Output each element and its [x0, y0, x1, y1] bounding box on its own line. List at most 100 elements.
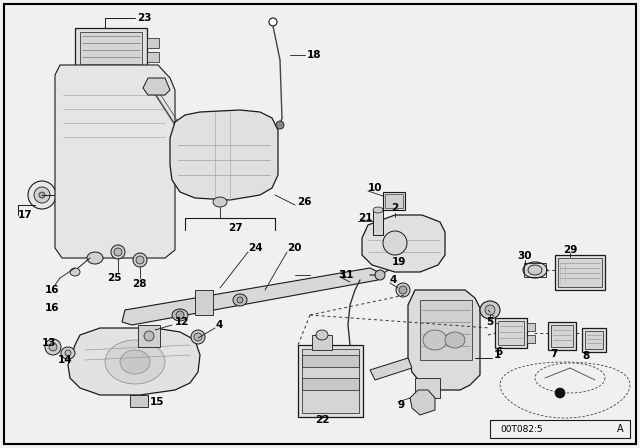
Polygon shape: [370, 358, 412, 380]
Bar: [527, 335, 535, 343]
Bar: [302, 355, 359, 367]
Text: 24: 24: [248, 243, 262, 253]
Polygon shape: [170, 110, 278, 200]
Ellipse shape: [133, 253, 147, 267]
Bar: [524, 263, 546, 277]
Text: 20: 20: [287, 243, 301, 253]
Ellipse shape: [144, 331, 154, 341]
Ellipse shape: [396, 283, 410, 297]
Ellipse shape: [34, 187, 50, 203]
Ellipse shape: [49, 343, 57, 351]
Ellipse shape: [480, 301, 500, 319]
Ellipse shape: [316, 330, 328, 340]
Polygon shape: [410, 390, 435, 415]
Ellipse shape: [523, 262, 547, 278]
Ellipse shape: [237, 297, 243, 303]
Text: 21: 21: [358, 213, 372, 223]
Bar: [298, 345, 363, 417]
Bar: [548, 322, 576, 350]
Ellipse shape: [276, 121, 284, 129]
Text: 1: 1: [494, 350, 501, 360]
Ellipse shape: [172, 309, 188, 321]
Bar: [138, 325, 160, 347]
Text: A: A: [617, 424, 623, 434]
Ellipse shape: [61, 347, 75, 359]
Text: 25: 25: [107, 273, 122, 283]
Ellipse shape: [191, 330, 205, 344]
Ellipse shape: [383, 231, 407, 255]
Text: 3: 3: [338, 270, 345, 280]
Ellipse shape: [423, 330, 447, 350]
Text: 12: 12: [175, 317, 189, 327]
Ellipse shape: [111, 245, 125, 259]
Ellipse shape: [213, 197, 227, 207]
Bar: [420, 300, 472, 360]
Bar: [498, 321, 524, 345]
Text: 7: 7: [550, 349, 557, 359]
Ellipse shape: [485, 305, 495, 315]
Bar: [527, 323, 535, 331]
Text: 9: 9: [398, 400, 405, 410]
Bar: [312, 335, 332, 350]
Ellipse shape: [373, 207, 383, 213]
Text: 15: 15: [150, 397, 164, 407]
Ellipse shape: [136, 256, 144, 264]
Bar: [80, 32, 142, 79]
Ellipse shape: [45, 339, 61, 355]
Bar: [147, 52, 159, 62]
Text: 8: 8: [582, 351, 589, 361]
Text: 26: 26: [297, 197, 312, 207]
Text: 16: 16: [45, 285, 60, 295]
Text: 19: 19: [392, 257, 406, 267]
Bar: [582, 328, 606, 352]
Ellipse shape: [28, 181, 56, 209]
Bar: [383, 192, 405, 210]
Bar: [147, 38, 159, 48]
Bar: [551, 325, 573, 347]
Bar: [195, 290, 213, 315]
Ellipse shape: [39, 192, 45, 198]
Ellipse shape: [269, 18, 277, 26]
Text: 16: 16: [45, 303, 60, 313]
Bar: [558, 258, 602, 287]
Polygon shape: [143, 78, 170, 95]
Ellipse shape: [105, 340, 165, 384]
Ellipse shape: [194, 333, 202, 341]
Bar: [585, 331, 603, 349]
Ellipse shape: [233, 294, 247, 306]
Text: 11: 11: [340, 270, 355, 280]
Text: 5: 5: [486, 317, 493, 327]
Text: 00T082:5: 00T082:5: [500, 425, 543, 434]
Polygon shape: [408, 290, 480, 390]
Bar: [302, 378, 359, 390]
Text: 10: 10: [368, 183, 383, 193]
Polygon shape: [68, 328, 200, 395]
Text: 13: 13: [42, 338, 56, 348]
Text: 22: 22: [315, 415, 329, 425]
Ellipse shape: [375, 270, 385, 280]
Text: 2: 2: [392, 203, 399, 213]
Bar: [130, 395, 148, 407]
Bar: [415, 378, 440, 398]
Text: 28: 28: [132, 279, 147, 289]
Bar: [373, 210, 383, 235]
Bar: [555, 255, 605, 290]
Bar: [495, 318, 527, 348]
Text: 30: 30: [518, 251, 532, 261]
Ellipse shape: [555, 388, 565, 398]
Text: 18: 18: [307, 50, 321, 60]
Polygon shape: [55, 65, 175, 258]
Ellipse shape: [176, 311, 184, 319]
Ellipse shape: [65, 350, 71, 356]
Text: 29: 29: [563, 245, 577, 255]
Ellipse shape: [70, 268, 80, 276]
Ellipse shape: [87, 252, 103, 264]
Text: 4: 4: [215, 320, 222, 330]
Ellipse shape: [399, 286, 407, 294]
Text: 14: 14: [58, 355, 72, 365]
Text: 4: 4: [390, 275, 397, 285]
Ellipse shape: [445, 332, 465, 348]
Polygon shape: [122, 268, 378, 325]
Ellipse shape: [120, 350, 150, 374]
Ellipse shape: [528, 265, 542, 275]
